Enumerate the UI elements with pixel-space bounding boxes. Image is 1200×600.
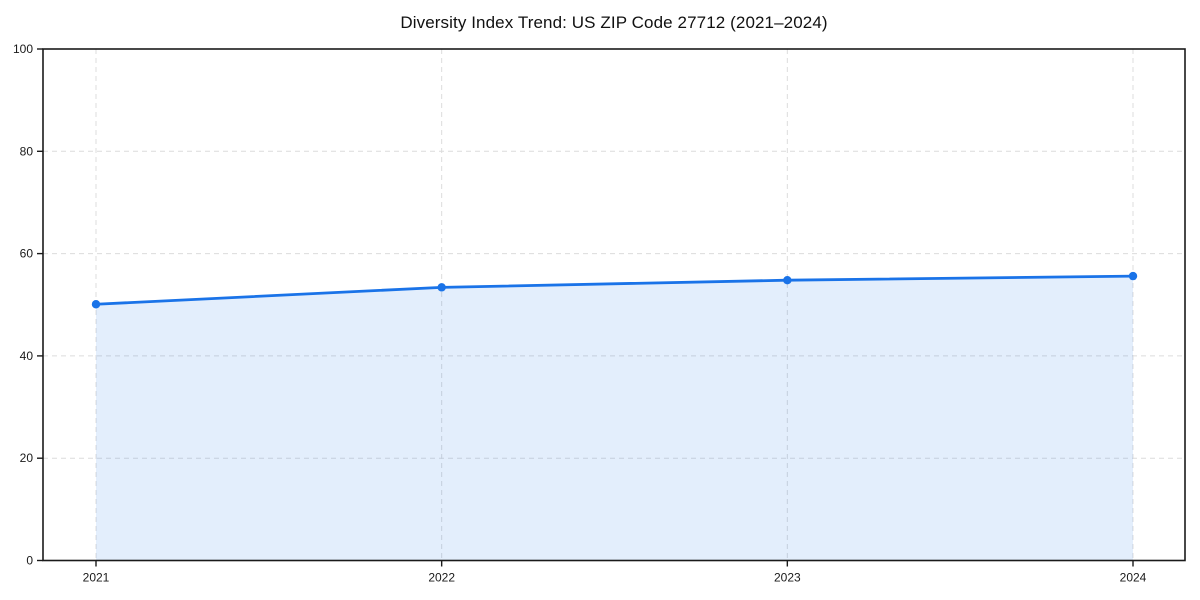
y-tick-label: 100 bbox=[13, 42, 33, 56]
y-tick-label: 80 bbox=[20, 144, 34, 158]
chart-title: Diversity Index Trend: US ZIP Code 27712… bbox=[400, 13, 828, 32]
x-tick-label: 2023 bbox=[774, 571, 801, 585]
x-tick-label: 2022 bbox=[428, 571, 455, 585]
y-tick-label: 60 bbox=[20, 247, 34, 261]
plot-border bbox=[42, 48, 1186, 562]
y-tick-label: 20 bbox=[20, 451, 34, 465]
trend-line bbox=[94, 274, 1135, 306]
x-tick-label: 2021 bbox=[83, 571, 110, 585]
y-tick-label: 0 bbox=[26, 554, 33, 568]
data-point-marker-2023 bbox=[783, 275, 792, 285]
data-point-marker-2022 bbox=[437, 283, 446, 292]
x-tick-label: 2024 bbox=[1120, 571, 1147, 585]
data-point-marker-2024 bbox=[1128, 271, 1138, 281]
data-point-marker-2021 bbox=[91, 300, 101, 309]
y-tick-label: 40 bbox=[20, 349, 34, 363]
trend-area-fill bbox=[96, 276, 1133, 561]
